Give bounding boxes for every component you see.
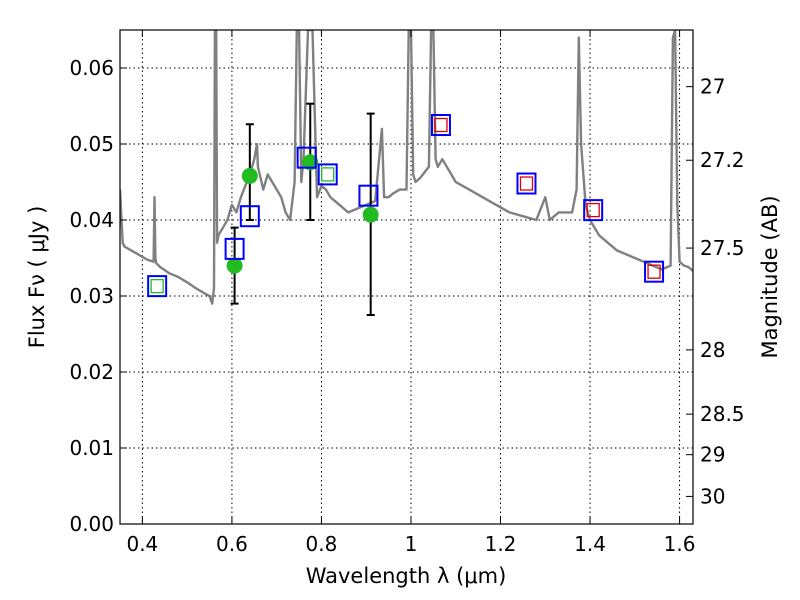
box-layer	[147, 114, 665, 298]
x-tick-label: 0.8	[306, 532, 338, 556]
spectrum-line	[120, 30, 693, 305]
spectrum-layer	[120, 30, 693, 305]
x-axis-label: Wavelength λ (μm)	[306, 564, 507, 588]
right-axis-tick-label: 28	[700, 338, 725, 362]
y-tick-label: 0.01	[69, 436, 114, 460]
model-box	[147, 275, 168, 298]
y-tick-label: 0.06	[69, 56, 114, 80]
right-axis-tick-label: 29	[700, 443, 725, 467]
model-box-inner	[647, 264, 661, 279]
model-box	[516, 172, 537, 195]
x-tick-label: 1	[405, 532, 418, 556]
y-tick-label: 0.02	[69, 360, 114, 384]
tick-label-layer: 0.4 0.6 0.8 1 1.2 1.4 1.6 0.00 0.01 0.02 0.03 0.04 0…	[69, 56, 744, 556]
y-tick-label: 0.03	[69, 284, 114, 308]
y-axis-label: Flux Fν ( μJy )	[25, 206, 49, 349]
right-axis-tick-label: 30	[700, 484, 725, 508]
x-tick-label: 1.4	[574, 532, 606, 556]
y-tick-label: 0.05	[69, 132, 114, 156]
model-box-inner	[519, 176, 534, 191]
right-axis-tick-label: 27.2	[700, 148, 745, 172]
model-box	[644, 260, 665, 283]
model-box	[430, 114, 451, 136]
y-tick-label: 0.04	[69, 208, 114, 232]
model-box	[358, 184, 379, 207]
x-tick-label: 0.6	[216, 532, 248, 556]
model-box-inner	[150, 278, 164, 294]
x-tick-label: 1.6	[664, 532, 696, 556]
model-box-inner	[434, 117, 448, 133]
model-box	[239, 205, 260, 228]
right-axis-tick-label: 27.5	[700, 236, 745, 260]
observed-point	[362, 206, 379, 223]
model-box-inner	[586, 202, 600, 218]
observed-point	[226, 257, 243, 274]
right-axis-tick-label: 28.5	[700, 402, 745, 426]
points-layer	[226, 154, 379, 274]
model-box-inner	[321, 167, 335, 182]
plot-frame	[119, 29, 694, 525]
y-tick-label: 0.00	[69, 512, 114, 536]
right-axis-label: Magnitude (AB)	[758, 195, 782, 358]
observed-point	[302, 154, 319, 171]
model-box	[296, 146, 317, 169]
tick-layer	[120, 30, 693, 525]
x-tick-label: 0.4	[126, 532, 158, 556]
x-tick-label: 1.2	[485, 532, 517, 556]
right-axis-tick-label: 27	[700, 75, 725, 99]
model-box	[583, 199, 604, 222]
model-box	[224, 237, 245, 260]
model-box	[317, 163, 338, 186]
observed-point	[241, 167, 258, 184]
